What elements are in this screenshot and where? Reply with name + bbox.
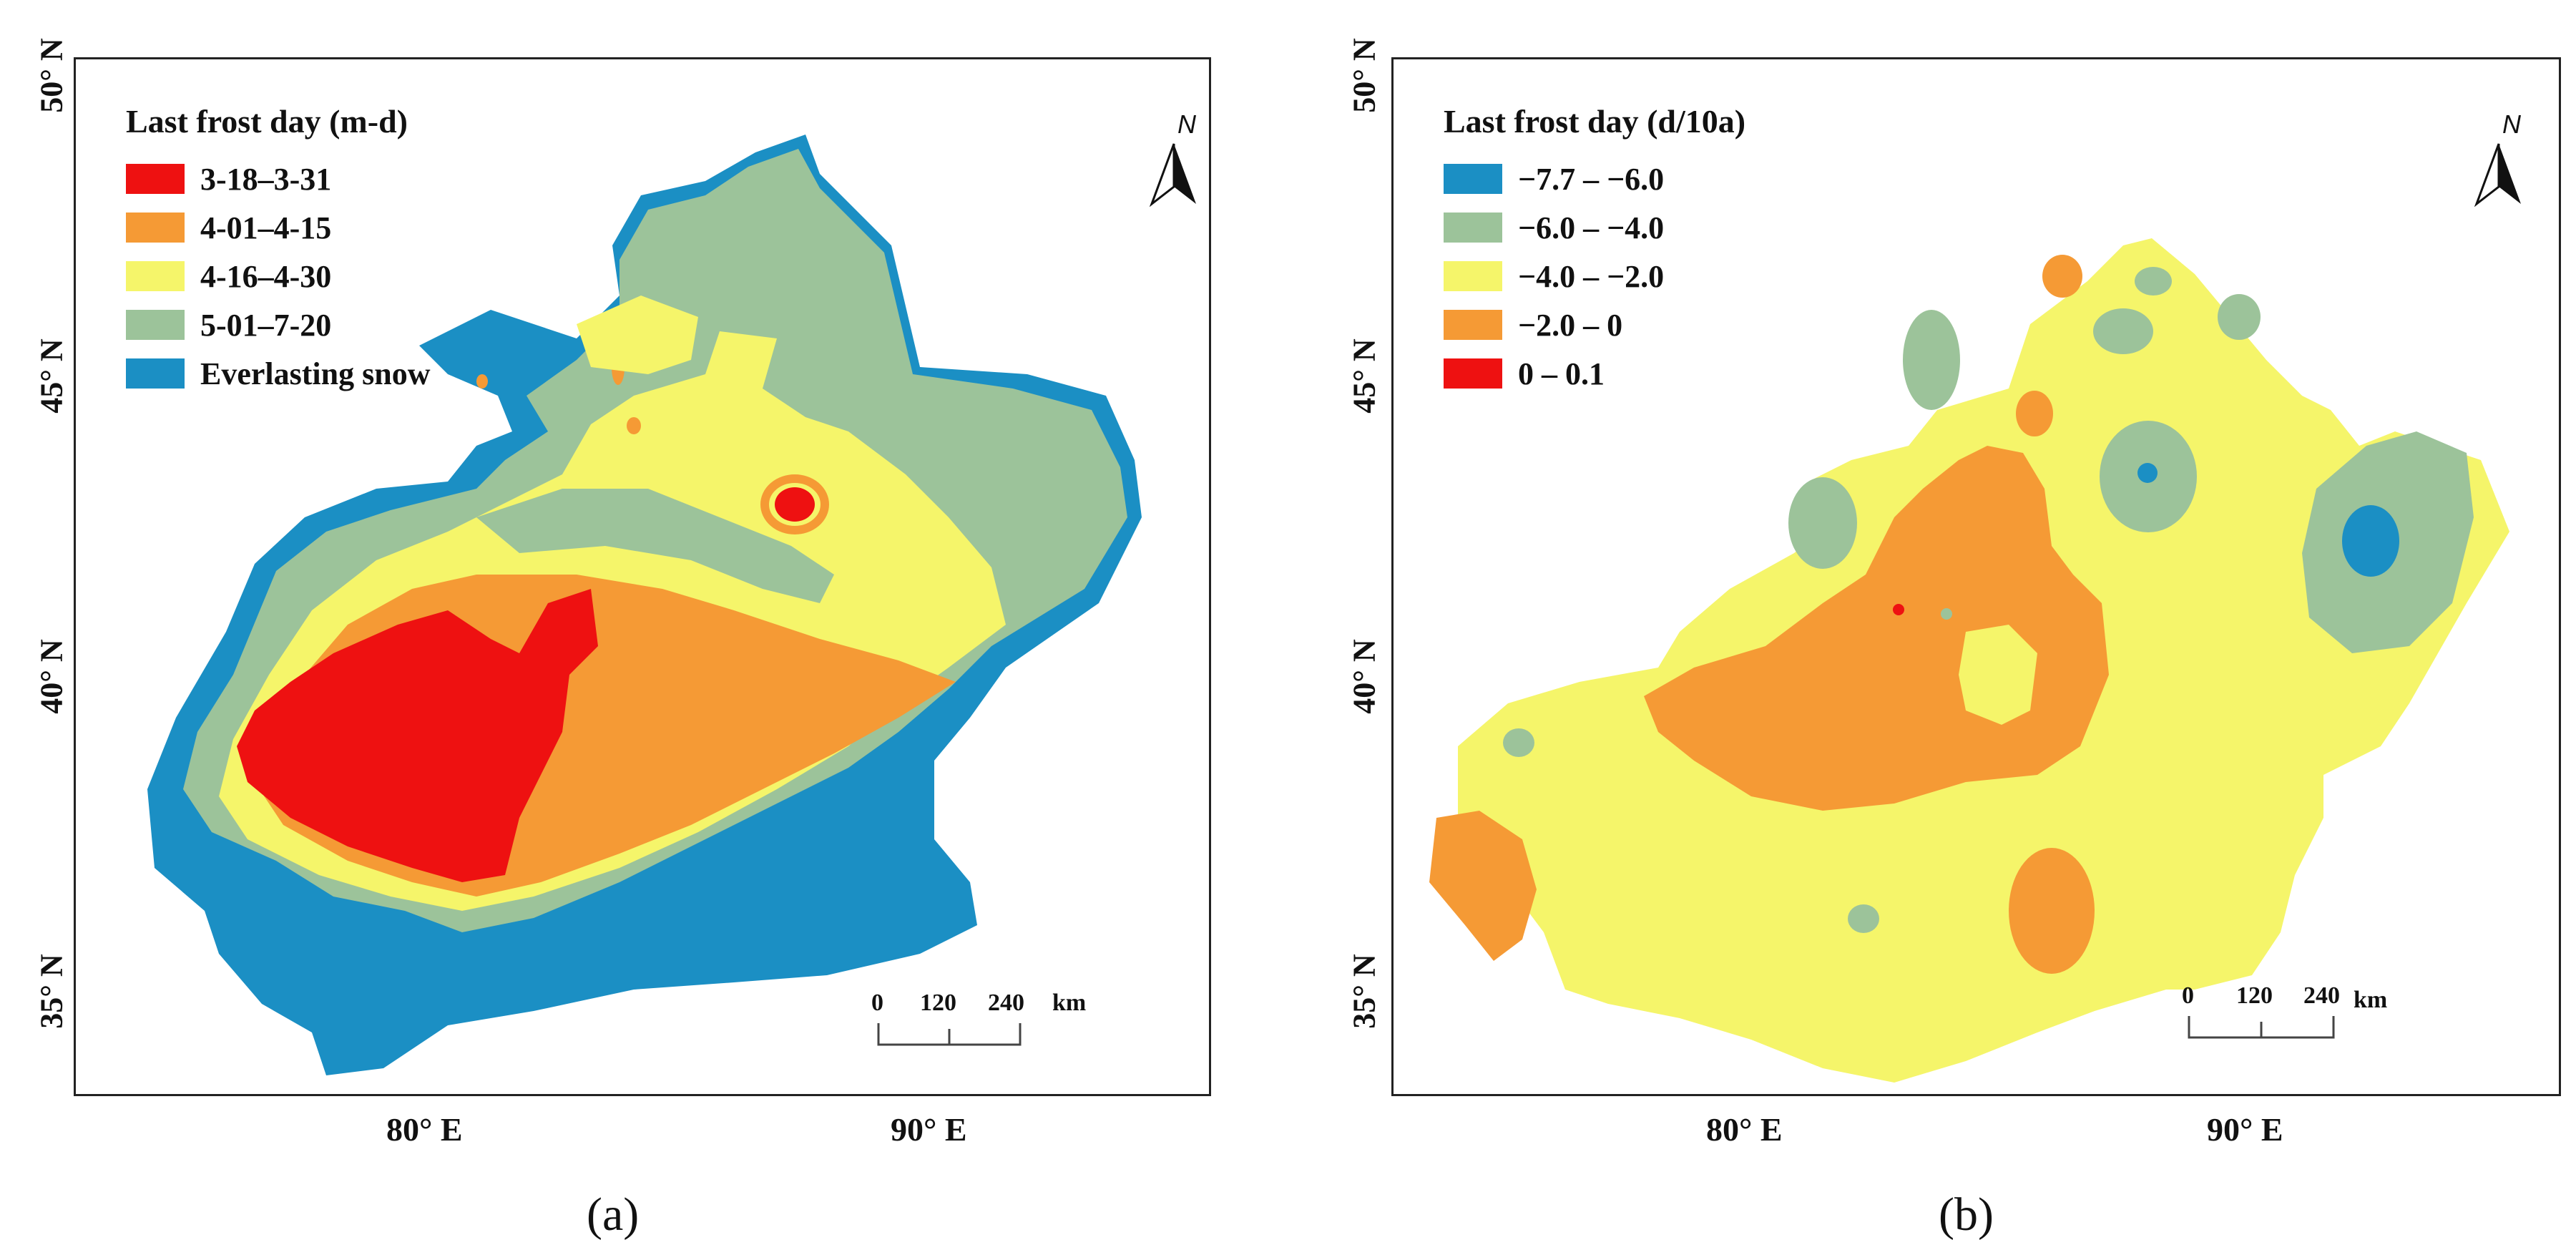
legend-swatch	[126, 358, 185, 389]
region-4-01-4-15-north2	[627, 417, 641, 434]
legend-label: −7.7 – −6.0	[1518, 161, 1665, 197]
north-label: N	[2502, 109, 2521, 139]
legend-item: 0 – 0.1	[1444, 349, 1745, 398]
legend-swatch	[126, 213, 185, 243]
panel-caption: (b)	[1939, 1188, 1994, 1241]
legend-a: Last frost day (m-d) 3-18–3-31 4-01–4-15…	[126, 102, 430, 398]
region-neg6-neg4	[2218, 294, 2261, 340]
lon-label: 90° E	[2207, 1111, 2283, 1148]
region-5-01-7-20-band	[476, 489, 834, 603]
region-neg6-neg4	[1941, 608, 1952, 620]
lon-label: 90° E	[891, 1111, 967, 1148]
map-panel-a: Last frost day (m-d) 3-18–3-31 4-01–4-15…	[74, 57, 1211, 1096]
region-neg6-neg4	[2135, 267, 2172, 296]
region-neg6-neg4	[1503, 728, 1534, 757]
legend-label: 0 – 0.1	[1518, 356, 1605, 391]
map-b-regions	[1429, 238, 2509, 1083]
map-a-regions	[147, 135, 1142, 1075]
map-panel-b: Last frost day (d/10a) −7.7 – −6.0 −6.0 …	[1391, 57, 2561, 1096]
scale-tick-label: 0	[871, 990, 883, 1016]
region-4-16-4-30-north	[577, 296, 698, 374]
lat-label: 45° N	[34, 338, 69, 414]
legend-item: −4.0 – −2.0	[1444, 252, 1745, 301]
legend-label: −6.0 – −4.0	[1518, 210, 1665, 245]
scale-tick-label: 240	[988, 990, 1024, 1016]
legend-label: −2.0 – 0	[1518, 307, 1623, 343]
lat-label: 35° N	[1346, 954, 1382, 1029]
legend-swatch	[1444, 213, 1502, 243]
legend-label: Everlasting snow	[200, 356, 431, 391]
scale-tick-label: 120	[920, 990, 956, 1016]
region-neg6-neg4	[1788, 477, 1857, 569]
legend-item: 4-01–4-15	[126, 203, 430, 252]
legend-label: 5-01–7-20	[200, 307, 332, 343]
legend-b: Last frost day (d/10a) −7.7 – −6.0 −6.0 …	[1444, 102, 1745, 398]
region-3-18-3-31	[237, 589, 598, 882]
lat-label: 40° N	[1346, 639, 1382, 714]
scale-unit: km	[1052, 990, 1087, 1016]
legend-title: Last frost day (m-d)	[126, 103, 408, 140]
region-neg2-0	[2016, 391, 2053, 436]
legend-label: −4.0 – −2.0	[1518, 258, 1665, 294]
region-neg7-7-neg6	[2342, 505, 2399, 577]
region-neg2-0	[1429, 811, 1537, 961]
legend-swatch	[126, 164, 185, 194]
legend-title: Last frost day (d/10a)	[1444, 103, 1746, 140]
legend-item: 4-16–4-30	[126, 252, 430, 301]
scale-tick-label: 120	[2236, 982, 2273, 1009]
lat-label: 40° N	[34, 639, 69, 714]
region-4-01-4-15-north3	[476, 374, 488, 389]
north-arrow-icon: N	[1149, 109, 1209, 207]
lon-label: 80° E	[386, 1111, 463, 1148]
legend-swatch	[1444, 164, 1502, 194]
region-4-01-4-15-ring	[760, 474, 829, 534]
north-label: N	[1177, 109, 1196, 139]
region-3-18-3-31-spot	[775, 487, 815, 522]
scale-unit: km	[2354, 987, 2388, 1013]
region-neg6-neg4	[1903, 310, 1960, 410]
legend-label: 4-16–4-30	[200, 258, 332, 294]
region-neg2-0	[2009, 848, 2095, 974]
legend-swatch	[126, 310, 185, 340]
region-neg6-neg4	[1848, 904, 1879, 933]
legend-item: −2.0 – 0	[1444, 301, 1745, 349]
north-arrow-icon: N	[2474, 109, 2545, 207]
region-0-0-1	[1893, 604, 1904, 615]
legend-swatch	[1444, 358, 1502, 389]
legend-label: 4-01–4-15	[200, 210, 332, 245]
legend-item: 5-01–7-20	[126, 301, 430, 349]
scale-tick-label: 240	[2303, 982, 2340, 1009]
legend-swatch	[1444, 310, 1502, 340]
legend-item: Everlasting snow	[126, 349, 430, 398]
region-neg6-neg4	[2093, 308, 2153, 354]
legend-label: 3-18–3-31	[200, 161, 332, 197]
panel-caption: (a)	[587, 1188, 640, 1241]
scale-bar: 0 120 240 km	[2182, 982, 2474, 1047]
legend-item: 3-18–3-31	[126, 155, 430, 203]
scale-tick-label: 0	[2182, 982, 2194, 1009]
region-neg4-neg2-hole	[1959, 625, 2037, 725]
region-neg7-7-neg6	[2137, 463, 2158, 483]
lat-label: 45° N	[1346, 338, 1382, 414]
lat-label: 50° N	[34, 38, 69, 113]
legend-swatch	[1444, 261, 1502, 291]
lat-label: 50° N	[1346, 38, 1382, 113]
legend-swatch	[126, 261, 185, 291]
legend-item: −6.0 – −4.0	[1444, 203, 1745, 252]
legend-item: −7.7 – −6.0	[1444, 155, 1745, 203]
region-neg2-0	[2042, 255, 2082, 298]
lon-label: 80° E	[1706, 1111, 1783, 1148]
scale-bar: 0 120 240 km	[871, 990, 1135, 1054]
lat-label: 35° N	[34, 954, 69, 1029]
